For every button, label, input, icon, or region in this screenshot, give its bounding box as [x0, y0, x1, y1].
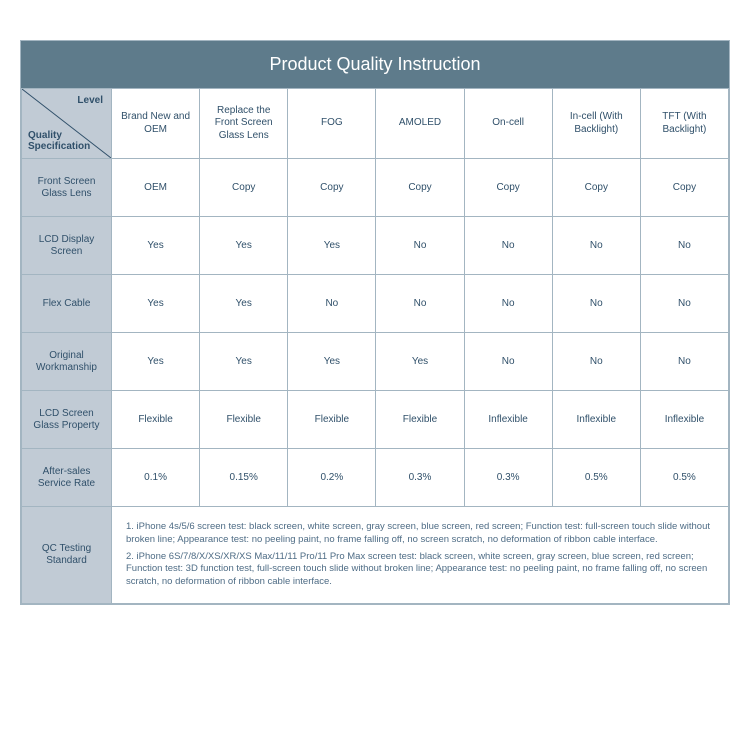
title-text: Product Quality Instruction — [269, 54, 480, 74]
table-cell: Copy — [200, 159, 288, 217]
table-cell: Yes — [112, 333, 200, 391]
header-level-label: Level — [77, 95, 103, 106]
col-header: FOG — [288, 89, 376, 159]
table-row: Flex CableYesYesNoNoNoNoNo — [22, 275, 729, 333]
col-header: TFT (With Backlight) — [640, 89, 728, 159]
header-spec-label: Quality Specification — [28, 130, 90, 152]
table-cell: No — [552, 217, 640, 275]
table-cell: 0.3% — [464, 449, 552, 507]
table-cell: 0.1% — [112, 449, 200, 507]
table-cell: Yes — [200, 217, 288, 275]
table-cell: Copy — [288, 159, 376, 217]
table-row: LCD Screen Glass PropertyFlexibleFlexibl… — [22, 391, 729, 449]
table-cell: Copy — [376, 159, 464, 217]
table-cell: Yes — [200, 275, 288, 333]
table-cell: OEM — [112, 159, 200, 217]
table-cell: Inflexible — [640, 391, 728, 449]
table-cell: No — [640, 217, 728, 275]
table-cell: Yes — [288, 333, 376, 391]
table-cell: Flexible — [288, 391, 376, 449]
header-row: Level Quality Specification Brand New an… — [22, 89, 729, 159]
table-cell: 0.5% — [640, 449, 728, 507]
row-label: Flex Cable — [22, 275, 112, 333]
table-cell: No — [376, 217, 464, 275]
table-cell: No — [640, 275, 728, 333]
table-cell: Flexible — [200, 391, 288, 449]
col-header: On-cell — [464, 89, 552, 159]
qc-paragraph: 1. iPhone 4s/5/6 screen test: black scre… — [126, 521, 714, 547]
table-cell: Yes — [112, 275, 200, 333]
table-cell: No — [464, 333, 552, 391]
table-cell: No — [640, 333, 728, 391]
row-label: Original Workmanship — [22, 333, 112, 391]
table-cell: No — [288, 275, 376, 333]
title-bar: Product Quality Instruction — [21, 41, 729, 88]
table-cell: No — [376, 275, 464, 333]
qc-row: QC Testing Standard 1. iPhone 4s/5/6 scre… — [22, 507, 729, 604]
table-row: Front Screen Glass LensOEMCopyCopyCopyCo… — [22, 159, 729, 217]
col-header: Brand New and OEM — [112, 89, 200, 159]
table-cell: No — [552, 333, 640, 391]
quality-table-container: Product Quality Instruction Level Qualit… — [20, 40, 730, 605]
row-label: Front Screen Glass Lens — [22, 159, 112, 217]
col-header: Replace the Front Screen Glass Lens — [200, 89, 288, 159]
table-cell: Yes — [288, 217, 376, 275]
table-cell: Flexible — [112, 391, 200, 449]
diagonal-header-cell: Level Quality Specification — [22, 89, 112, 159]
table-cell: No — [464, 275, 552, 333]
table-row: Original WorkmanshipYesYesYesYesNoNoNo — [22, 333, 729, 391]
table-cell: 0.5% — [552, 449, 640, 507]
table-body: Front Screen Glass LensOEMCopyCopyCopyCo… — [22, 159, 729, 604]
table-cell: Copy — [640, 159, 728, 217]
table-cell: Inflexible — [552, 391, 640, 449]
col-header: In-cell (With Backlight) — [552, 89, 640, 159]
qc-paragraph: 2. iPhone 6S/7/8/X/XS/XR/XS Max/11/11 Pr… — [126, 551, 714, 589]
table-row: LCD Display ScreenYesYesYesNoNoNoNo — [22, 217, 729, 275]
table-cell: Copy — [464, 159, 552, 217]
table-cell: Inflexible — [464, 391, 552, 449]
table-cell: No — [552, 275, 640, 333]
table-cell: Flexible — [376, 391, 464, 449]
qc-content: 1. iPhone 4s/5/6 screen test: black scre… — [112, 507, 729, 604]
row-label: LCD Screen Glass Property — [22, 391, 112, 449]
table-cell: 0.3% — [376, 449, 464, 507]
table-cell: 0.2% — [288, 449, 376, 507]
table-cell: Yes — [376, 333, 464, 391]
table-cell: 0.15% — [200, 449, 288, 507]
table-cell: Copy — [552, 159, 640, 217]
row-label: After-sales Service Rate — [22, 449, 112, 507]
table-row: After-sales Service Rate0.1%0.15%0.2%0.3… — [22, 449, 729, 507]
qc-label: QC Testing Standard — [22, 507, 112, 604]
table-cell: Yes — [200, 333, 288, 391]
col-header: AMOLED — [376, 89, 464, 159]
table-cell: Yes — [112, 217, 200, 275]
quality-table: Level Quality Specification Brand New an… — [21, 88, 729, 604]
row-label: LCD Display Screen — [22, 217, 112, 275]
table-cell: No — [464, 217, 552, 275]
